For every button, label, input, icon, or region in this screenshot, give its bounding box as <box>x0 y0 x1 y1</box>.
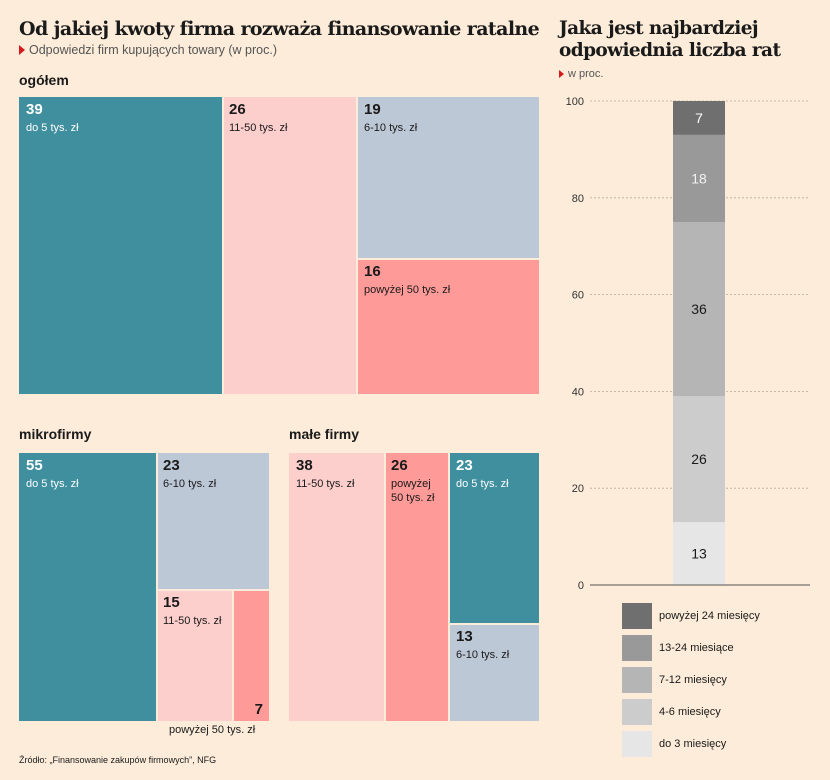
bar-data-label: 13 <box>691 546 707 562</box>
bar-data-label: 26 <box>691 451 707 467</box>
main-chart-subtitle-text: Odpowiedzi firm kupujących towary (w pro… <box>29 43 277 57</box>
legend-swatch <box>622 699 652 725</box>
cell-divider <box>449 623 539 625</box>
cell-value: 38 <box>296 457 313 474</box>
treemap-cell: 15 11-50 tys. zł <box>156 590 233 721</box>
treemap-ogolem: 39 do 5 tys. zł 26 11-50 tys. zł 19 6-10… <box>19 97 539 394</box>
bar-data-label: 36 <box>691 301 707 317</box>
cell-label: powyżej 50 tys. zł <box>391 477 434 506</box>
red-triangle-icon <box>19 45 25 55</box>
treemap-male-firmy: 38 11-50 tys. zł 26 powyżej 50 tys. zł 23… <box>289 453 539 721</box>
cell-divider <box>384 453 386 721</box>
cell-value: 19 <box>364 101 381 118</box>
legend-label: 7-12 miesięcy <box>659 674 727 686</box>
y-tick-label: 80 <box>572 193 584 205</box>
section-label-ogolem: ogółem <box>19 72 69 88</box>
right-chart-subtitle-text: w proc. <box>568 68 604 80</box>
right-chart-subtitle: w proc. <box>559 68 603 80</box>
legend-item: do 3 miesięcy <box>622 731 726 757</box>
treemap-cell: 39 do 5 tys. zł <box>19 97 222 394</box>
treemap-cell: 55 do 5 tys. zł <box>19 453 156 721</box>
cell-label: do 5 tys. zł <box>26 478 79 490</box>
legend-item: 7-12 miesięcy <box>622 667 727 693</box>
cell-label: 6-10 tys. zł <box>456 649 510 661</box>
cell-value: 55 <box>26 457 43 474</box>
cell-divider <box>156 453 158 721</box>
bar-legend: powyżej 24 miesięcy 13-24 miesiące 7-12 mi… <box>622 603 822 763</box>
treemap-cell: 23 do 5 tys. zł <box>449 453 539 624</box>
legend-item: 13-24 miesiące <box>622 635 734 661</box>
y-tick-label: 20 <box>572 483 584 495</box>
cell-label-line: powyżej <box>391 478 431 490</box>
treemap-cell: 7 <box>233 590 269 721</box>
treemap-cell: 26 11-50 tys. zł <box>222 97 357 394</box>
treemap-cell: 16 powyżej 50 tys. zł <box>357 259 539 394</box>
y-tick-label: 0 <box>578 580 584 592</box>
cell-value: 23 <box>456 457 473 474</box>
cell-value: 15 <box>163 594 180 611</box>
cell-divider <box>232 590 234 721</box>
right-chart-title: Jaka jest najbardziej odpowiednia liczba… <box>559 18 781 62</box>
cell-label-line: 50 tys. zł <box>391 492 435 505</box>
legend-swatch <box>622 667 652 693</box>
cell-label: 6-10 tys. zł <box>364 122 418 134</box>
cell-value: 7 <box>254 701 263 718</box>
main-chart-title: Od jakiej kwoty firma rozważa finansowan… <box>19 18 540 40</box>
treemap-cell: 23 6-10 tys. zł <box>156 453 269 590</box>
treemap-cell: 38 11-50 tys. zł <box>289 453 384 721</box>
cell-label: 11-50 tys. zł <box>163 615 222 627</box>
bar-data-label: 18 <box>691 170 707 186</box>
legend-item: powyżej 24 miesięcy <box>622 603 760 629</box>
cell-divider <box>448 453 450 721</box>
cell-divider <box>356 97 358 394</box>
legend-label: 4-6 miesięcy <box>659 706 721 718</box>
right-title-line: Jaka jest najbardziej <box>559 18 759 39</box>
bar-segment <box>673 522 725 585</box>
outside-cell-label: powyżej 50 tys. zł <box>169 724 256 736</box>
cell-value: 23 <box>163 457 180 474</box>
legend-label: powyżej 24 miesięcy <box>659 610 760 622</box>
legend-label: do 3 miesięcy <box>659 738 727 750</box>
legend-label: 13-24 miesiące <box>659 642 734 654</box>
y-tick-label: 60 <box>572 290 584 302</box>
cell-value: 39 <box>26 101 43 118</box>
treemap-cell: 13 6-10 tys. zł <box>449 624 539 721</box>
cell-label: 11-50 tys. zł <box>229 122 288 134</box>
stacked-bar-chart: 0 20 40 60 80 100 13 26 36 18 7 <box>566 96 810 592</box>
treemap-cell: 26 powyżej 50 tys. zł <box>384 453 449 721</box>
legend-swatch <box>622 731 652 757</box>
cell-value: 26 <box>391 457 408 474</box>
red-triangle-icon <box>559 70 564 78</box>
y-tick-label: 40 <box>572 386 584 398</box>
bar-segment <box>673 134 725 222</box>
cell-divider <box>222 97 224 394</box>
right-title-line: odpowiednia liczba rat <box>559 39 781 61</box>
legend-item: 4-6 miesięcy <box>622 699 721 725</box>
legend-swatch <box>622 635 652 661</box>
main-chart-subtitle: Odpowiedzi firm kupujących towary (w pro… <box>19 43 277 57</box>
cell-label: do 5 tys. zł <box>26 122 79 134</box>
bar-segment <box>673 222 725 397</box>
cell-value: 26 <box>229 101 246 118</box>
cell-label: 6-10 tys. zł <box>163 478 217 490</box>
cell-label: do 5 tys. zł <box>456 478 509 490</box>
cell-divider <box>156 589 269 591</box>
cell-value: 16 <box>364 263 381 280</box>
legend-swatch <box>622 603 652 629</box>
treemap-mikrofirmy: 55 do 5 tys. zł 23 6-10 tys. zł 15 11-50… <box>19 453 269 721</box>
source-note: Źródło: „Finansowanie zakupów firmowych”… <box>19 755 217 765</box>
section-label-mikrofirmy: mikrofirmy <box>19 426 92 442</box>
cell-divider <box>357 258 539 260</box>
bar-segment <box>673 101 725 135</box>
treemap-cell: 19 6-10 tys. zł <box>357 97 539 259</box>
bar-segment <box>673 396 725 523</box>
cell-label: powyżej 50 tys. zł <box>364 284 451 296</box>
cell-value: 13 <box>456 628 473 645</box>
cell-label: 11-50 tys. zł <box>296 478 355 490</box>
section-label-male-firmy: małe firmy <box>289 426 360 442</box>
bar-data-label: 7 <box>695 110 703 126</box>
y-tick-label: 100 <box>566 96 584 108</box>
